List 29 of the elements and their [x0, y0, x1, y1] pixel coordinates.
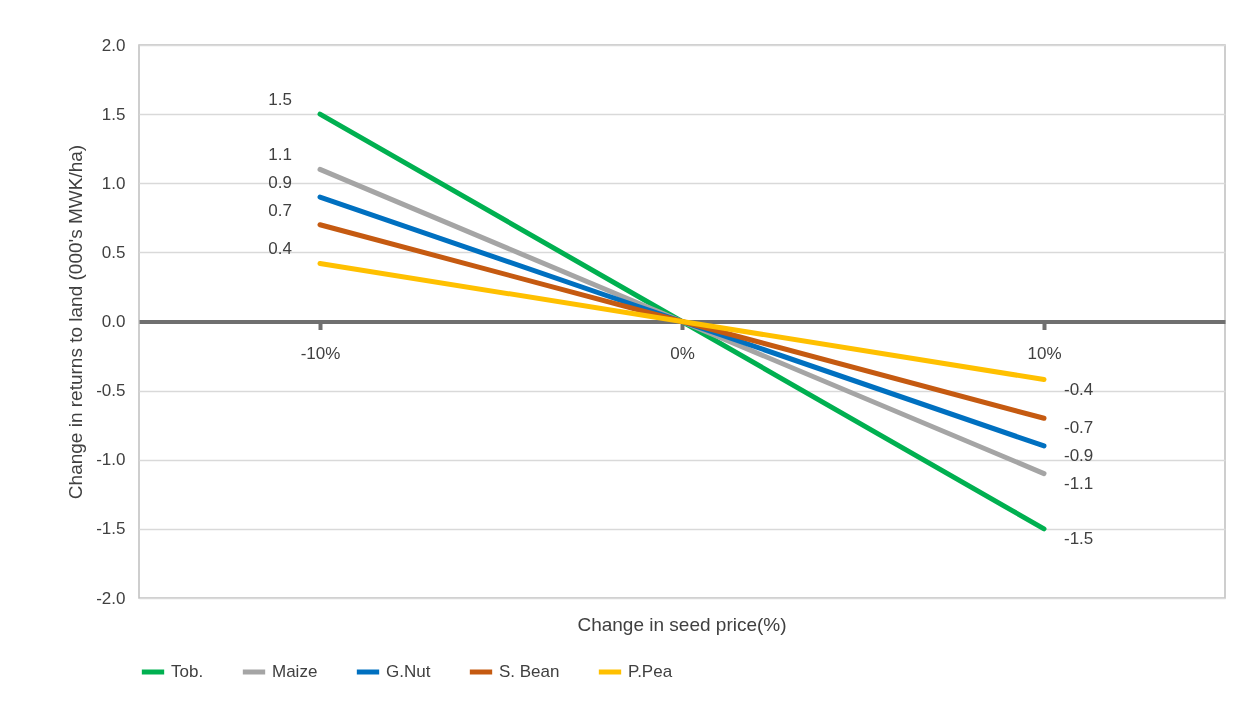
y-tick-label: 2.0 — [101, 35, 126, 55]
data-label: -0.4 — [1064, 379, 1094, 399]
data-label: 0.9 — [268, 173, 292, 193]
y-tick-label: -1.0 — [96, 450, 126, 470]
y-axis-title: Change in returns to land (000's MWK/ha) — [65, 144, 87, 500]
legend-label: P.Pea — [628, 662, 673, 681]
y-tick-label: -2.0 — [96, 588, 126, 608]
data-label: -1.1 — [1064, 473, 1094, 493]
y-tick-label: -0.5 — [96, 381, 126, 401]
x-tick-label: 10% — [1027, 344, 1062, 363]
y-tick-label: 0.5 — [101, 242, 126, 262]
data-label: 0.7 — [268, 200, 292, 220]
legend-label: S. Bean — [499, 662, 560, 681]
legend-label: Tob. — [171, 662, 204, 681]
legend-label: Maize — [272, 662, 318, 681]
data-label: -0.9 — [1064, 445, 1094, 465]
data-label: 1.5 — [268, 90, 292, 110]
y-tick-label: 0.0 — [101, 312, 126, 331]
data-label: -0.7 — [1064, 418, 1094, 438]
y-tick-label: 1.0 — [101, 173, 126, 193]
y-tick-label: 1.5 — [101, 104, 126, 124]
data-label: 0.4 — [268, 239, 292, 259]
data-label: -1.5 — [1064, 528, 1094, 548]
x-tick-label: -10% — [300, 344, 341, 363]
x-tick-label: 0% — [670, 344, 695, 363]
data-label: 1.1 — [268, 145, 292, 165]
x-axis-title: Change in seed price(%) — [577, 614, 787, 635]
y-tick-label: -1.5 — [96, 519, 126, 539]
legend-label: G.Nut — [386, 662, 431, 681]
